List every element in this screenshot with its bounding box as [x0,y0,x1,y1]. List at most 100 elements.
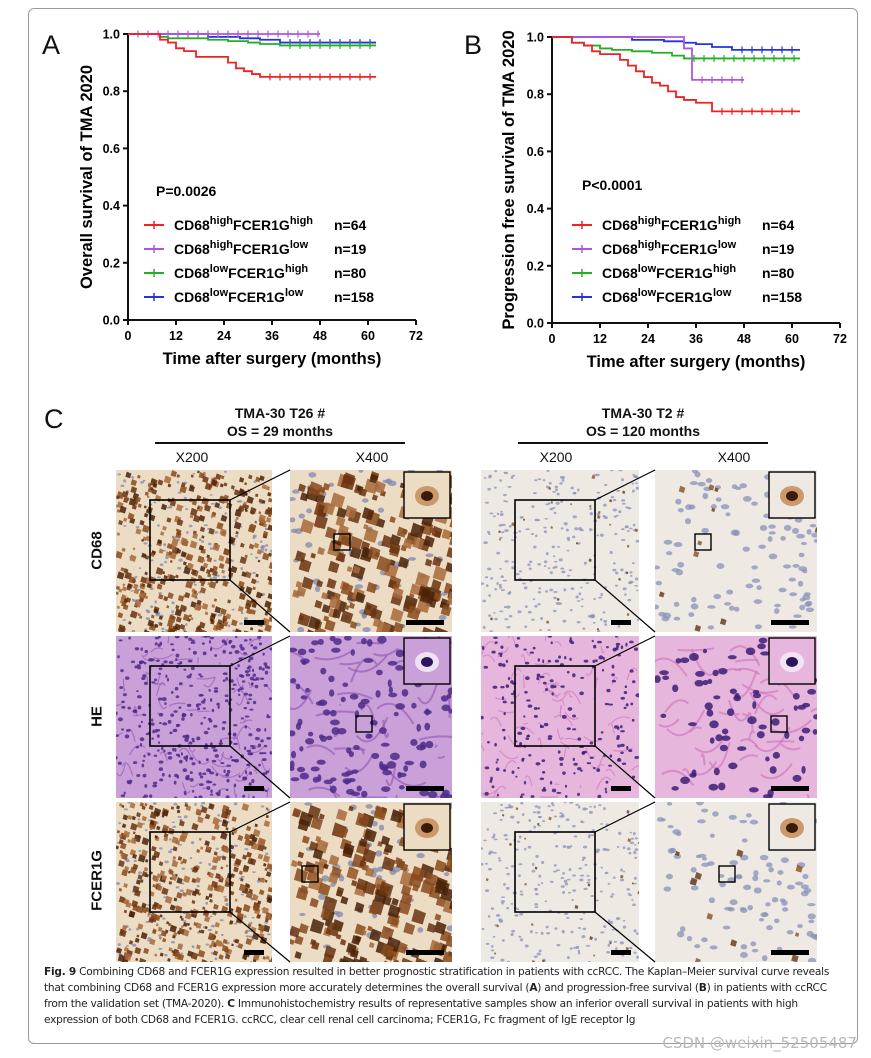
figure-caption: Fig. 9 Combining CD68 and FCER1G express… [44,964,844,1028]
cell-marker-box [718,865,736,883]
legend-label: CD68lowFCER1Glow [174,287,304,305]
legend-n: n=64 [334,217,367,233]
y-tick-label: 0.2 [527,259,544,273]
row-label-he: HE [88,706,106,727]
legend-entry-0: CD68highFCER1Ghigh n=64 [572,215,795,233]
zoom-region-box [514,831,596,913]
y-tick-label: 1.0 [103,28,120,42]
cell-nucleus [421,657,433,667]
legend-n: n=158 [334,289,374,305]
legend-n: n=64 [762,217,795,233]
mag-label-x400-left: X400 [355,449,389,465]
caption-text-3: ) in patients with ccRCC from the valida… [44,982,827,1010]
ihc-image-fcer1g-3 [655,802,817,962]
scale-bar [406,950,444,955]
legend-n: n=158 [762,289,802,305]
scale-bar [244,620,264,625]
x-tick-label: 72 [833,332,847,346]
legend-entry-3: CD68lowFCER1Glow n=158 [144,287,374,305]
scale-bar [611,786,631,791]
caption-ref-a: A [529,982,538,994]
zoom-region-box [514,665,596,747]
row-label-cd68: CD68 [88,531,106,570]
km-curve-1 [552,36,744,81]
legend-label: CD68highFCER1Glow [174,239,309,257]
legend-entry-0: CD68highFCER1Ghigh n=64 [144,215,367,233]
zoom-region-box [149,665,231,747]
y-axis-label: Overall survival of TMA 2020 [78,65,96,289]
ihc-image-cd68-2 [481,470,639,632]
legend-entry-2: CD68lowFCER1Ghigh n=80 [144,263,367,281]
x-tick-label: 72 [409,329,423,343]
y-tick-label: 0.6 [527,145,544,159]
zoom-region-box [149,499,231,581]
cell-marker-box [770,715,788,733]
scale-bar [771,950,809,955]
scale-bar [244,786,264,791]
legend-label: CD68highFCER1Ghigh [602,215,741,233]
row-label-fcer1g: FCER1G [88,850,106,911]
case-header-left: TMA-30 T26 # OS = 29 months [155,404,405,440]
ihc-image-fcer1g-2 [481,802,639,962]
x-tick-label: 0 [549,332,556,346]
legend-entry-2: CD68lowFCER1Ghigh n=80 [572,263,795,281]
km-curve-2 [128,33,376,47]
cell-marker-box [355,715,373,733]
y-tick-label: 0.6 [103,142,120,156]
x-tick-label: 60 [361,329,375,343]
legend-label: CD68lowFCER1Glow [602,287,732,305]
x-tick-label: 12 [593,332,607,346]
zoom-region-box [149,831,231,913]
watermark: CSDN @weixin_52505487 [662,1034,857,1052]
caption-ref-b: B [698,982,707,994]
y-tick-label: 1.0 [527,31,544,45]
case-os-right: OS = 120 months [586,423,700,439]
ihc-image-cd68-3 [655,470,817,632]
mag-label-x400-right: X400 [717,449,751,465]
cell-nucleus [786,823,798,833]
x-tick-label: 24 [641,332,655,346]
p-value-annotation: P=0.0026 [156,183,217,199]
scale-bar [611,950,631,955]
ihc-image-cd68-1 [290,470,452,632]
legend-entry-3: CD68lowFCER1Glow n=158 [572,287,802,305]
x-tick-label: 36 [265,329,279,343]
ihc-image-he-0 [116,636,272,798]
cell-marker-box [333,533,351,551]
case-underline-left [155,442,405,444]
panel-label-b: B [464,30,483,60]
x-tick-label: 48 [737,332,751,346]
cell-inset [403,803,451,851]
x-tick-label: 36 [689,332,703,346]
km-curve-0 [552,36,800,113]
ihc-image-he-1 [290,636,452,798]
y-tick-label: 0.2 [103,256,120,270]
mag-label-x200-right: X200 [539,449,573,465]
ihc-image-fcer1g-0 [116,802,272,962]
scale-bar [406,786,444,791]
y-tick-label: 0.4 [103,199,120,213]
cell-marker-box [301,865,319,883]
caption-ref-c: C [227,998,235,1010]
km-curve-3 [552,36,800,51]
panel-label-a: A [42,30,61,60]
ihc-image-fcer1g-1 [290,802,452,962]
legend-label: CD68highFCER1Ghigh [174,215,313,233]
legend-entry-1: CD68highFCER1Glow n=19 [144,239,367,257]
cell-nucleus [421,823,433,833]
km-curve-0 [128,33,376,78]
scale-bar [611,620,631,625]
y-tick-label: 0.0 [103,314,120,328]
x-axis-label: Time after surgery (months) [163,350,382,368]
case-header-right: TMA-30 T2 # OS = 120 months [518,404,768,440]
km-curve-3 [128,33,376,44]
scale-bar [771,620,809,625]
legend-entry-1: CD68highFCER1Glow n=19 [572,239,795,257]
legend-label: CD68lowFCER1Ghigh [602,263,736,281]
ihc-image-cd68-0 [116,470,272,632]
legend-n: n=80 [762,265,795,281]
legend-n: n=19 [334,241,367,257]
km-chart-overall-survival: 0 12 24 36 48 60 72 0.0 0.2 0.4 0.6 0.8 1.0 Time afte… [78,28,423,369]
case-title-left: TMA-30 T26 # [234,405,326,421]
legend-n: n=19 [762,241,795,257]
